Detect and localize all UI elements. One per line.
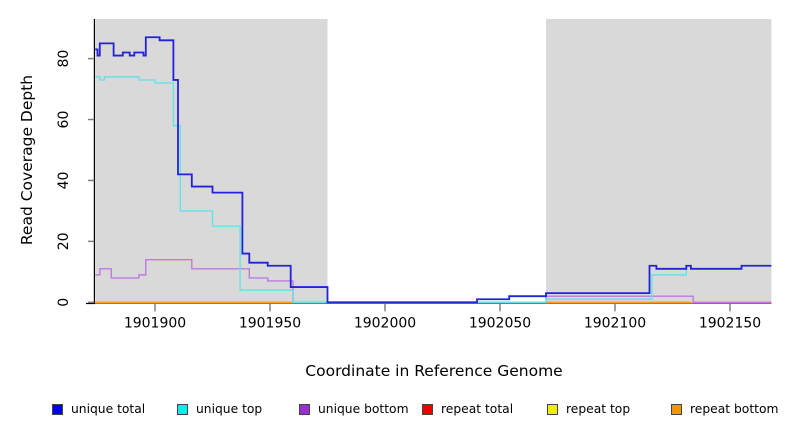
y-tick-label: 20 xyxy=(56,232,72,250)
legend-item-repeat-top: repeat top xyxy=(547,400,630,418)
y-tick-label: 60 xyxy=(56,111,72,129)
coverage-plot: 1901900 1901950 1902000 1902050 1902100 19021… xyxy=(56,19,772,331)
legend-label: unique bottom xyxy=(318,402,409,416)
legend-swatch-repeat-top xyxy=(547,403,558,415)
legend-label: unique top xyxy=(196,402,263,416)
legend-swatch-unique-bottom xyxy=(299,403,310,415)
x-axis-title: Coordinate in Reference Genome xyxy=(305,362,563,380)
shaded-region xyxy=(546,19,772,304)
legend-swatch-unique-top xyxy=(177,403,188,415)
legend-item-repeat-bottom: repeat bottom xyxy=(671,400,778,418)
legend-item-repeat-total: repeat total xyxy=(422,400,513,418)
y-tick-label: 80 xyxy=(56,50,72,68)
y-tick-label: 40 xyxy=(56,172,72,190)
legend-swatch-unique-total xyxy=(52,403,63,415)
legend-label: unique total xyxy=(71,402,146,416)
y-tick-label: 0 xyxy=(56,298,72,307)
legend-label: repeat top xyxy=(566,402,631,416)
legend-swatch-repeat-bottom xyxy=(671,403,682,415)
legend-item-unique-total: unique total xyxy=(52,400,145,418)
x-tick-label: 1901950 xyxy=(239,315,301,331)
legend-label: repeat bottom xyxy=(690,402,779,416)
shaded-region xyxy=(95,19,328,304)
legend-swatch-repeat-total xyxy=(422,403,433,415)
x-tick-label: 1902000 xyxy=(354,315,416,331)
legend: unique total unique top unique bottom re… xyxy=(0,400,792,422)
legend-label: repeat total xyxy=(441,402,514,416)
x-tick-label: 1901900 xyxy=(124,315,186,331)
x-tick-label: 1902050 xyxy=(469,315,531,331)
y-axis-title: Read Coverage Depth xyxy=(18,74,36,246)
x-tick-label: 1902150 xyxy=(699,315,761,331)
legend-item-unique-bottom: unique bottom xyxy=(299,400,409,418)
x-tick-label: 1902100 xyxy=(584,315,646,331)
legend-item-unique-top: unique top xyxy=(177,400,262,418)
series-line-unique-total xyxy=(95,36,772,304)
